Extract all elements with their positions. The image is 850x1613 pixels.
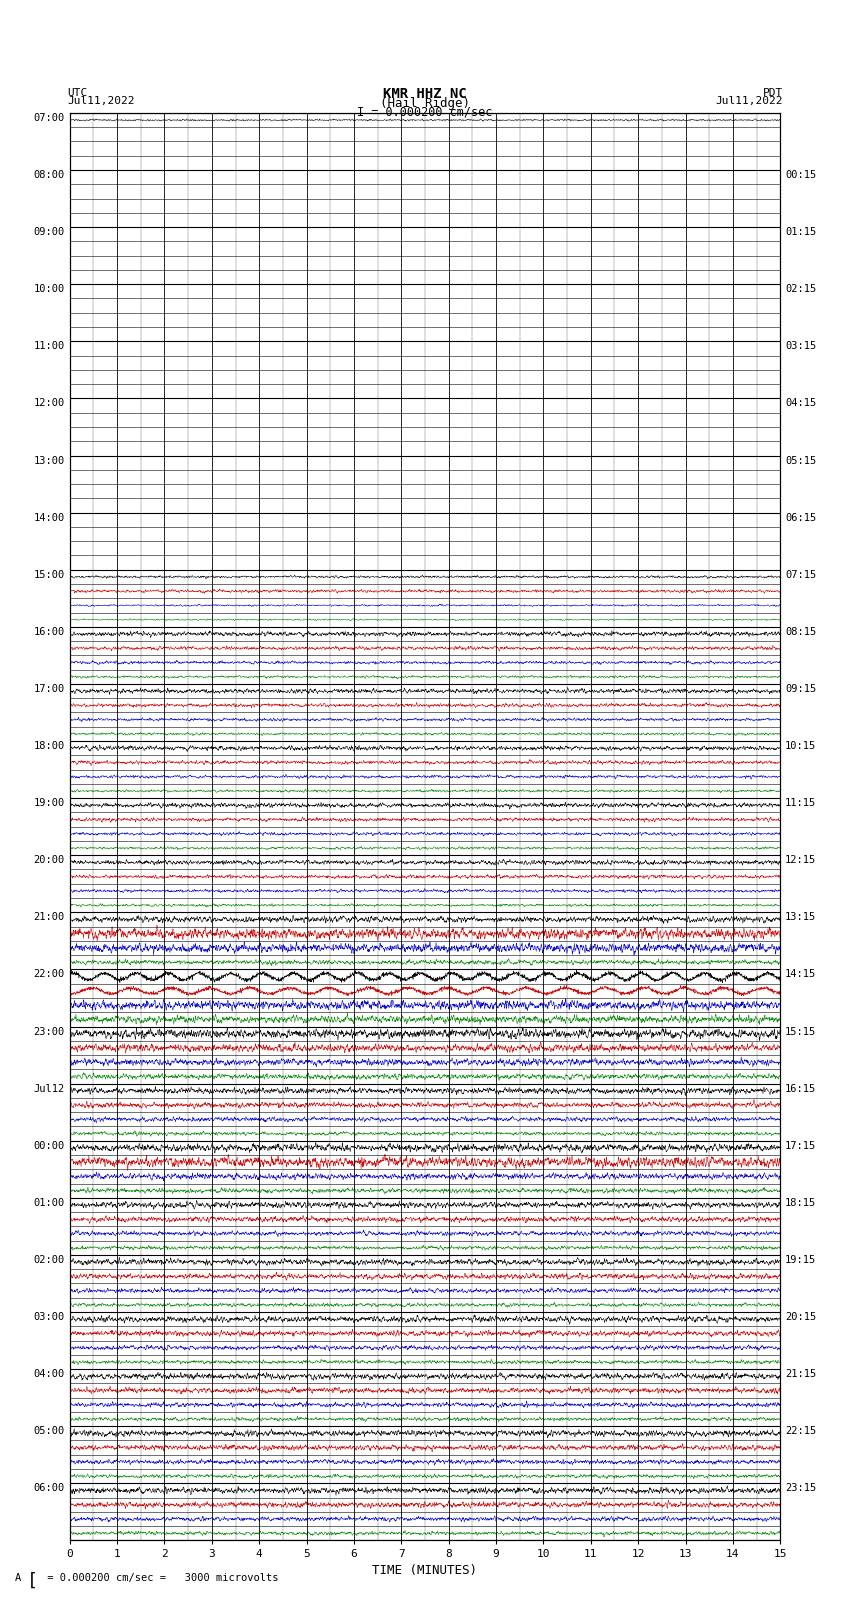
- X-axis label: TIME (MINUTES): TIME (MINUTES): [372, 1563, 478, 1576]
- Text: [: [: [27, 1571, 38, 1590]
- Text: UTC: UTC: [67, 89, 88, 98]
- Text: A: A: [15, 1573, 21, 1582]
- Text: (Hail Ridge): (Hail Ridge): [380, 97, 470, 110]
- Text: PDT: PDT: [762, 89, 783, 98]
- Text: Jul11,2022: Jul11,2022: [67, 97, 134, 106]
- Text: Jul11,2022: Jul11,2022: [716, 97, 783, 106]
- Text: = 0.000200 cm/sec =   3000 microvolts: = 0.000200 cm/sec = 3000 microvolts: [41, 1573, 278, 1582]
- Text: KMR HHZ NC: KMR HHZ NC: [383, 87, 467, 100]
- Text: I = 0.000200 cm/sec: I = 0.000200 cm/sec: [357, 105, 493, 119]
